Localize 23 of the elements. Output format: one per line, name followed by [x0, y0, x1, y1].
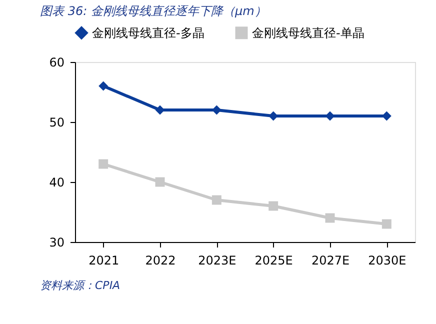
point [155, 105, 165, 115]
legend-label: 金刚线母线直径-单晶 [252, 26, 364, 40]
y-tick-label: 50 [49, 116, 64, 130]
chart-title: 图表 36: 金刚线母线直径逐年下降（μm） [40, 4, 266, 18]
x-tick-label: 2027E [311, 254, 350, 268]
point [268, 201, 278, 211]
x-tick-label: 2021 [88, 254, 120, 268]
y-tick-label: 60 [49, 56, 64, 70]
x-tick-label: 2025E [254, 254, 293, 268]
text: 资料来源：CPIA [40, 279, 120, 292]
x-tick-label: 2023E [198, 254, 236, 268]
point [212, 195, 222, 205]
point [98, 159, 108, 169]
x-tick-label: 2030E [368, 254, 406, 268]
point [155, 177, 165, 187]
point [325, 111, 335, 121]
point [325, 213, 335, 223]
y-tick-label: 40 [49, 176, 64, 190]
y-tick-label: 30 [49, 236, 64, 250]
legend-label: 金刚线母线直径-多晶 [92, 26, 204, 40]
x-tick-label: 2022 [145, 254, 176, 268]
point [382, 219, 392, 229]
point [98, 81, 108, 91]
